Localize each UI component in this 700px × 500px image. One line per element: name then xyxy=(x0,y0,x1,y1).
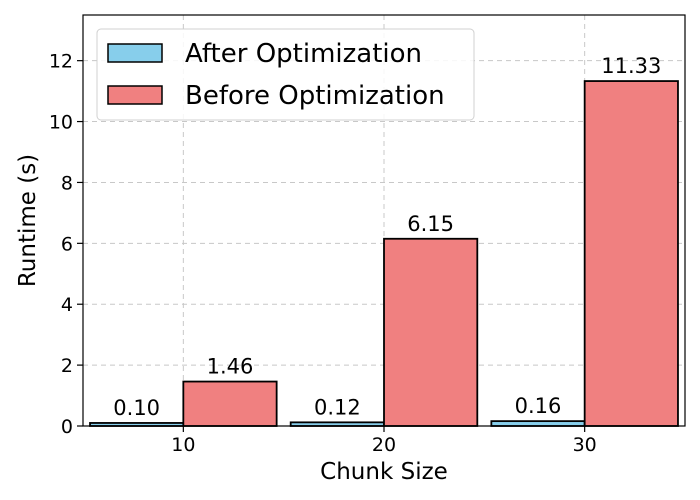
data-label-after-30: 0.16 xyxy=(515,394,562,418)
data-label-after-20: 0.12 xyxy=(314,395,361,419)
bar-after-30 xyxy=(490,420,586,427)
y-tick-label: 4 xyxy=(61,294,73,316)
legend-label-before: Before Optimization xyxy=(185,81,445,111)
y-tick-label: 2 xyxy=(61,355,73,377)
data-label-before-10: 1.46 xyxy=(207,355,254,379)
y-tick-label: 10 xyxy=(49,112,73,134)
data-label-after-10: 0.10 xyxy=(113,396,160,420)
y-tick-label: 12 xyxy=(49,51,73,73)
data-label-before-20: 6.15 xyxy=(407,212,454,236)
legend-box xyxy=(96,28,475,121)
bar-before-30 xyxy=(583,80,679,427)
x-tick-label: 30 xyxy=(573,434,597,456)
legend: After Optimization Before Optimization xyxy=(96,28,475,121)
bar-before-20 xyxy=(383,237,479,427)
x-tick-label: 10 xyxy=(171,434,195,456)
legend-swatch-after xyxy=(107,43,163,63)
data-label-before-30: 11.33 xyxy=(601,54,661,78)
bars-layer xyxy=(89,80,679,427)
y-axis-label: Runtime (s) xyxy=(15,154,41,287)
data-labels-layer: 0.10 0.12 0.16 1.46 6.15 11.33 xyxy=(113,54,661,420)
legend-label-after: After Optimization xyxy=(185,39,422,69)
legend-swatch-before xyxy=(107,85,163,105)
y-tick-label: 8 xyxy=(61,172,73,194)
axes-layer: 0 2 4 6 8 10 12 10 20 30 xyxy=(49,51,597,456)
x-axis-label: Chunk Size xyxy=(320,459,448,485)
bar-before-10 xyxy=(182,380,278,427)
x-tick-label: 20 xyxy=(372,434,396,456)
y-tick-label: 0 xyxy=(61,416,73,438)
y-tick-label: 6 xyxy=(61,233,73,255)
